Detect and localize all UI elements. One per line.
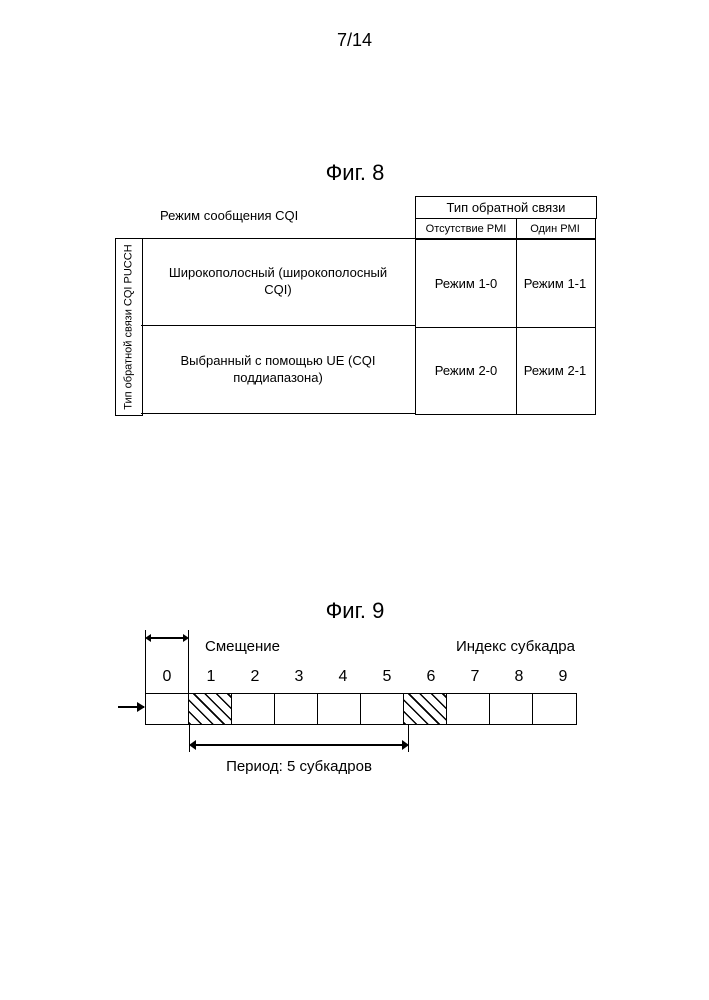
subframe-4 <box>318 694 361 724</box>
feedback-type-header: Тип обратной связи <box>415 196 597 219</box>
period-label: Период: 5 субкадров <box>189 758 409 775</box>
subframe-7 <box>447 694 490 724</box>
subframe-9 <box>533 694 576 724</box>
subframe-2 <box>232 694 275 724</box>
subframe-index-label: Индекс субкадра <box>456 638 575 655</box>
idx-7: 7 <box>453 668 497 686</box>
arrow-in-icon <box>118 706 144 708</box>
figure-8-table: Режим сообщения CQI Тип обратной связи О… <box>115 196 595 414</box>
page-number: 7/14 <box>0 30 709 51</box>
column-no-pmi: Отсутствие PMI <box>415 218 517 240</box>
figure-9: Фиг. 9 Смещение Индекс субкадра 0 1 2 3 … <box>100 598 610 798</box>
subframe-boxes <box>145 693 577 725</box>
vertical-feedback-label: Тип обратной связи CQI PUCCH <box>115 238 143 416</box>
row-ue-selected-label: Выбранный с помощью UE (CQI поддиапазона… <box>141 326 416 414</box>
row-wideband-label: Широкополосный (широкополосный CQI) <box>141 238 416 326</box>
subframe-1 <box>189 694 232 724</box>
subframe-3 <box>275 694 318 724</box>
idx-0: 0 <box>145 668 189 686</box>
cqi-mode-label: Режим сообщения CQI <box>160 208 298 223</box>
cell-mode-2-0: Режим 2-0 <box>415 326 517 415</box>
idx-4: 4 <box>321 668 365 686</box>
idx-5: 5 <box>365 668 409 686</box>
subframe-0 <box>146 694 189 724</box>
vertical-feedback-text: Тип обратной связи CQI PUCCH <box>123 244 135 409</box>
idx-2: 2 <box>233 668 277 686</box>
subframe-6 <box>404 694 447 724</box>
figure-8: Фиг. 8 Режим сообщения CQI Тип обратной … <box>115 160 595 414</box>
idx-9: 9 <box>541 668 585 686</box>
idx-3: 3 <box>277 668 321 686</box>
idx-1: 1 <box>189 668 233 686</box>
idx-6: 6 <box>409 668 453 686</box>
column-one-pmi: Один PMI <box>515 218 596 240</box>
subframe-8 <box>490 694 533 724</box>
subframe-5 <box>361 694 404 724</box>
page: 7/14 Фиг. 8 Режим сообщения CQI Тип обра… <box>0 0 709 1000</box>
cell-mode-1-1: Режим 1-1 <box>515 238 596 328</box>
figure-9-title: Фиг. 9 <box>100 598 610 624</box>
offset-label: Смещение <box>205 638 280 655</box>
cell-mode-1-0: Режим 1-0 <box>415 238 517 328</box>
figure-8-title: Фиг. 8 <box>115 160 595 186</box>
cell-mode-2-1: Режим 2-1 <box>515 326 596 415</box>
figure-9-diagram: Смещение Индекс субкадра 0 1 2 3 4 5 6 7… <box>100 638 610 798</box>
subframe-indices-row: 0 1 2 3 4 5 6 7 8 9 <box>145 668 585 686</box>
idx-8: 8 <box>497 668 541 686</box>
